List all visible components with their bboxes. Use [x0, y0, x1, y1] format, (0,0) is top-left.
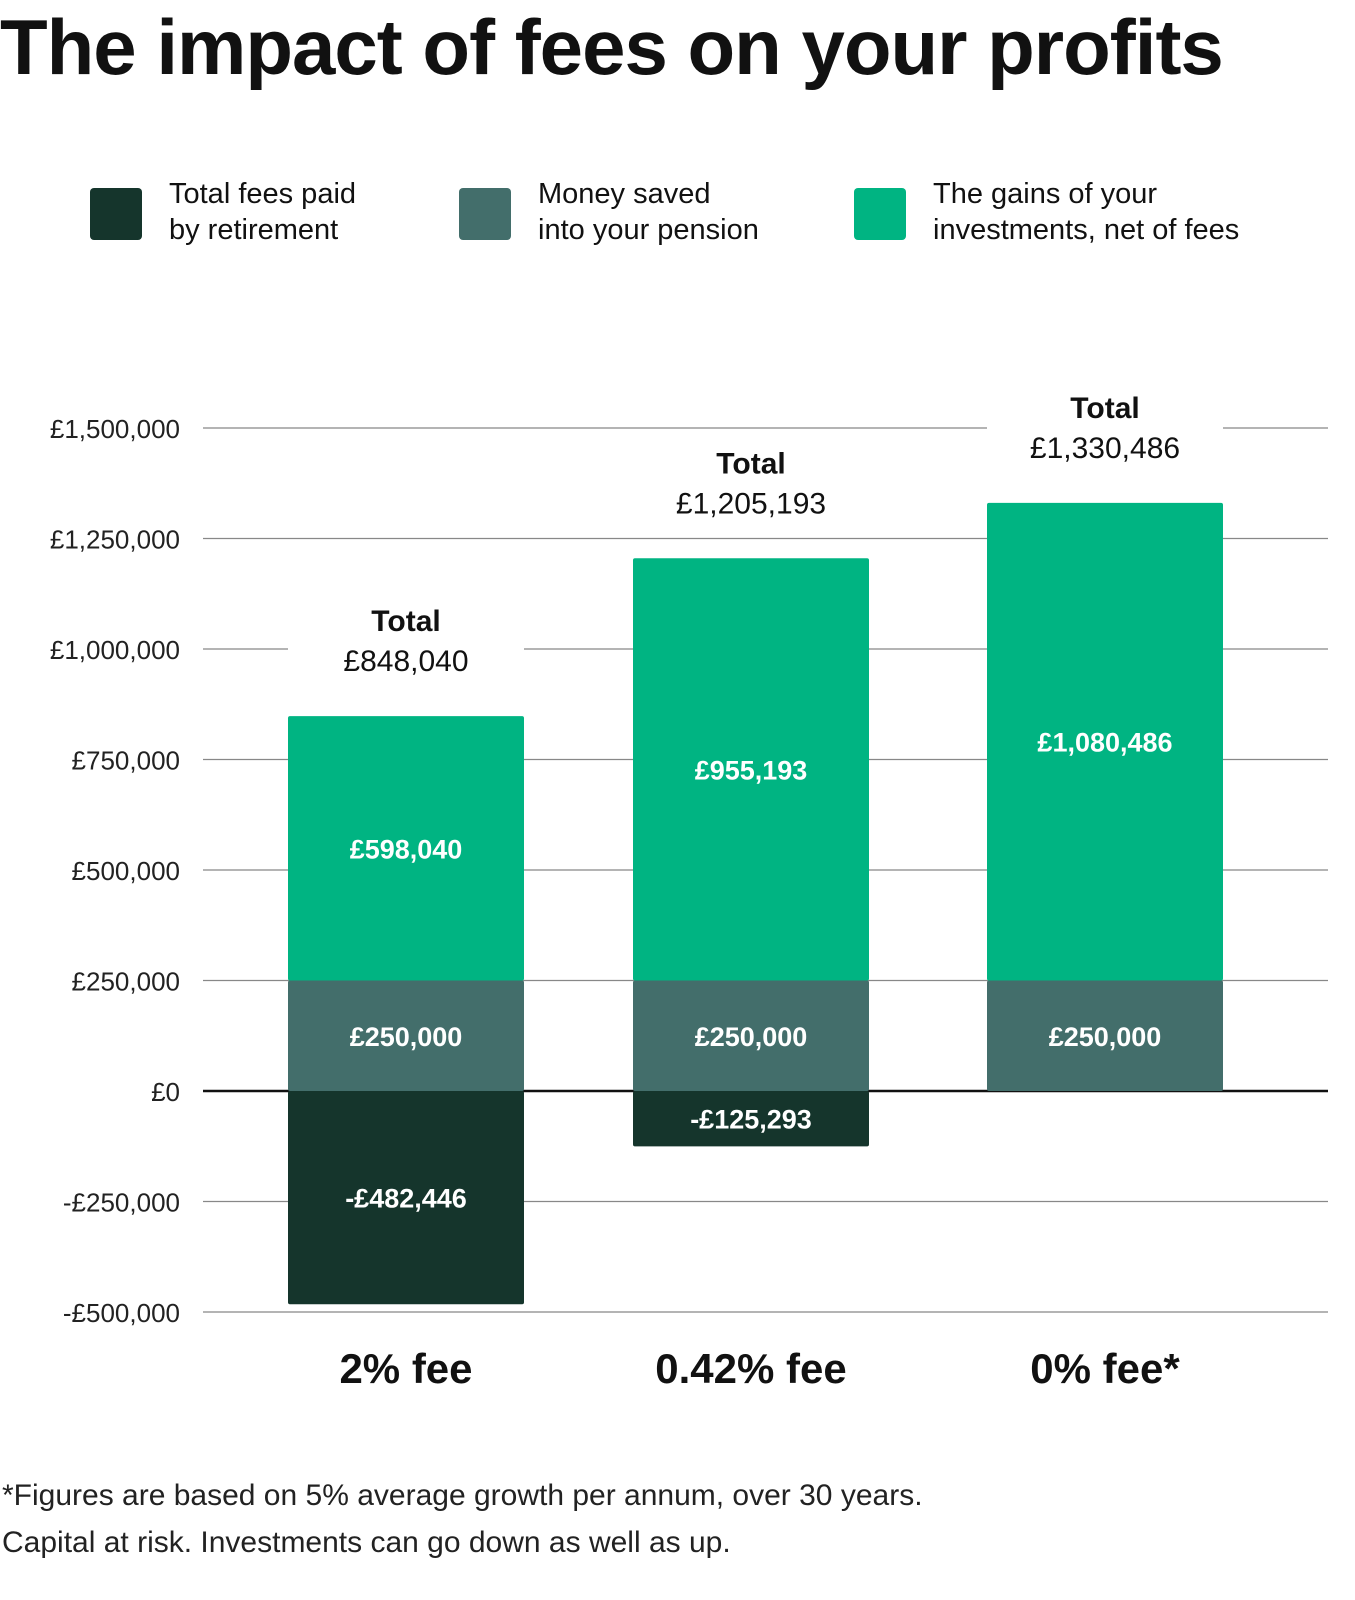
legend-label-fees: Total fees paid by retirement: [169, 176, 499, 248]
legend-swatch-fees: [90, 188, 142, 240]
bar-value-label: -£482,446: [345, 1184, 467, 1214]
category-label: 0% fee*: [1030, 1345, 1180, 1392]
bar-segment: [633, 558, 869, 981]
category-label: 2% fee: [339, 1345, 472, 1392]
y-tick-label: £1,500,000: [50, 414, 180, 444]
stacked-bar-chart: £1,500,000 £1,250,000 £1,000,000 £750,000 £5…: [50, 382, 1328, 1392]
total-value: £1,205,193: [676, 487, 826, 520]
legend-item-gains: The gains of your investments, net of fe…: [854, 176, 1263, 248]
bar-value-label: £598,040: [350, 834, 463, 864]
bar-value-label: £250,000: [350, 1022, 463, 1052]
y-tick-label: £250,000: [72, 967, 180, 997]
total-heading: Total: [371, 605, 440, 638]
total-value: £1,330,486: [1030, 432, 1180, 465]
legend-item-saved: Money saved into your pension: [459, 176, 868, 248]
total-label-backing: [288, 596, 524, 681]
total-heading: Total: [1070, 392, 1139, 425]
bar-segment: [288, 716, 524, 981]
bar-segment: [633, 1091, 869, 1147]
legend-label-line: Total fees paid: [169, 178, 357, 210]
total-value: £848,040: [343, 645, 468, 678]
legend-label-line: into your pension: [538, 214, 759, 246]
y-tick-label: -£500,000: [63, 1298, 180, 1328]
footnote: *Figures are based on 5% average growth …: [2, 1472, 923, 1566]
y-tick-label: -£250,000: [63, 1188, 180, 1218]
bar-value-label: £250,000: [695, 1022, 808, 1052]
footnote-line-1: *Figures are based on 5% average growth …: [2, 1479, 923, 1512]
y-tick-label: £1,000,000: [50, 635, 180, 665]
bar-segment: [987, 980, 1223, 1091]
legend-label-line: The gains of your: [933, 178, 1158, 210]
bar-value-label: £250,000: [1049, 1022, 1162, 1052]
total-label-backing: [633, 438, 869, 523]
footnote-line-2: Capital at risk. Investments can go down…: [2, 1526, 731, 1559]
bar-segment: [987, 502, 1223, 981]
legend-swatch-gains: [854, 188, 906, 240]
bar-segment: [288, 1091, 524, 1305]
bar-segment: [633, 980, 869, 1091]
bar-value-label: -£125,293: [690, 1105, 812, 1135]
y-tick-label: £1,250,000: [50, 525, 180, 555]
total-heading: Total: [716, 447, 785, 480]
y-tick-label: £500,000: [72, 856, 180, 886]
legend-label-line: investments, net of fees: [933, 214, 1240, 246]
bar-value-label: £1,080,486: [1037, 728, 1172, 758]
legend-label-gains: The gains of your investments, net of fe…: [933, 176, 1263, 248]
legend-label-saved: Money saved into your pension: [538, 176, 868, 248]
chart-title: The impact of fees on your profits: [0, 3, 1224, 91]
legend-label-line: Money saved: [538, 178, 711, 210]
y-tick-label: £750,000: [72, 746, 180, 776]
legend-label-line: by retirement: [169, 214, 339, 246]
legend-swatch-saved: [459, 188, 511, 240]
y-tick-label: £0: [151, 1077, 180, 1107]
legend-item-fees: Total fees paid by retirement: [90, 176, 499, 248]
total-label-backing: [987, 382, 1223, 467]
bar-segment: [288, 980, 524, 1091]
category-label: 0.42% fee: [655, 1345, 846, 1392]
bar-value-label: £955,193: [695, 755, 808, 785]
